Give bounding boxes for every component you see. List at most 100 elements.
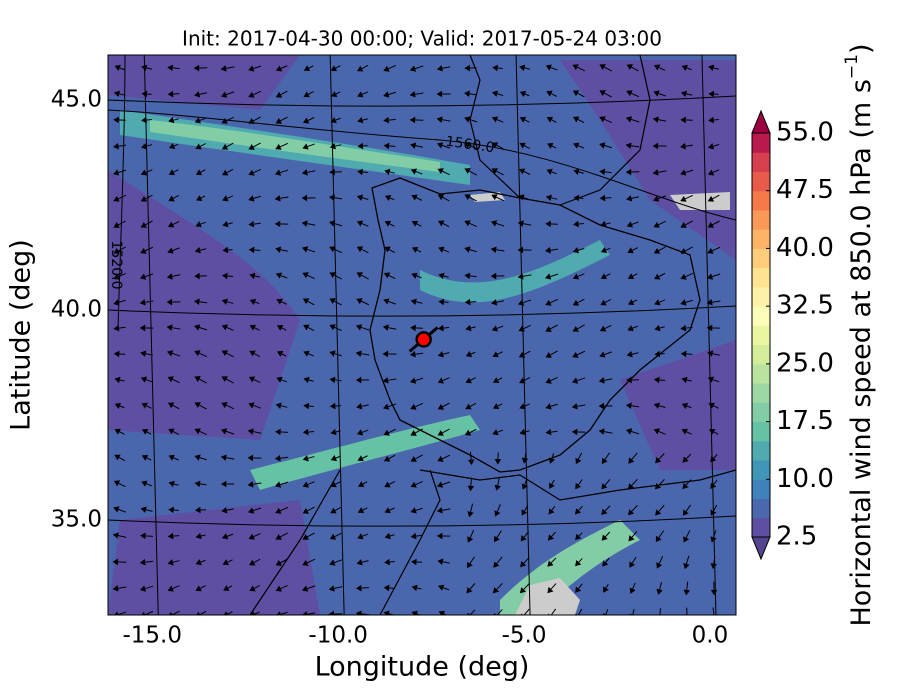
wind-arrow [301,246,316,253]
wind-arrow [600,220,611,228]
wind-arrow [547,557,557,567]
wind-arrow [114,454,126,462]
wind-arrow [652,116,667,123]
wind-arrow [652,142,667,150]
wind-arrow [653,90,666,97]
wind-arrow [438,220,450,228]
wind-arrow [113,90,126,98]
y-tick-label: 40.0 [51,297,102,323]
contour-label: 1520.0 [108,241,124,290]
wind-arrow [571,428,586,436]
point-marker [415,331,432,348]
wind-arrow [625,116,640,123]
wind-arrow [301,585,316,592]
wind-arrow [437,324,450,332]
wind-arrow [140,246,154,254]
wind-arrow [519,64,531,72]
wind-arrow [410,142,424,149]
wind-arrow [464,428,477,436]
wind-arrow [222,220,233,228]
wind-arrow [599,324,612,332]
wind-arrow [492,403,503,410]
wind-arrow [628,299,638,305]
wind-arrow [546,116,557,123]
wind-arrow [357,91,369,98]
wind-arrow [276,350,287,357]
wind-arrow [303,91,314,98]
wind-arrow [302,506,315,514]
wind-arrow [113,272,126,280]
wind-arrow [275,506,289,514]
wind-arrow [357,455,368,462]
wind-arrow [329,324,342,332]
wind-arrow [383,142,396,150]
wind-arrow [494,530,502,543]
wind-arrow [436,481,451,488]
wind-arrow [599,90,612,98]
wind-arrow [384,220,395,227]
wind-arrow [247,481,262,488]
wind-arrow [683,581,691,596]
wind-arrow [712,607,715,615]
colorbar-tick-label: 55.0 [776,118,834,148]
coastline [369,177,701,473]
wind-arrow [464,168,477,176]
wind-arrow [384,246,396,254]
wind-arrow [490,246,505,253]
wind-arrow [410,481,423,488]
wind-arrow [464,272,477,280]
wind-arrow [329,532,342,540]
wind-arrow [275,90,288,98]
wind-arrow [680,194,694,202]
colorbar-segment [752,248,770,269]
wind-arrow [494,478,501,491]
wind-arrow [194,454,207,461]
wind-arrow [626,376,639,384]
wind-arrow [383,64,397,72]
wind-arrow [546,90,558,97]
colorbar-segment [752,171,770,192]
wind-arrow [437,584,450,591]
wind-arrow [601,452,610,465]
wind-arrow [465,324,476,332]
colorbar-label: Horizontal wind speed at 850.0 hPa (m s−… [842,43,877,626]
wind-arrow [220,480,235,488]
wind-arrow [626,90,640,98]
wind-arrow [572,247,585,254]
wind-arrow [573,168,584,176]
wind-arrow [356,403,369,410]
wind-arrow [626,64,639,72]
colorbar-tick-label: 25.0 [776,348,834,378]
wind-arrow [492,64,503,72]
wind-arrow [547,143,557,149]
wind-arrow [519,583,530,594]
wind-arrow [438,610,448,615]
wind-arrow [221,142,234,150]
wind-arrow [274,454,289,462]
wind-arrow [411,584,422,592]
wind-arrow [248,116,261,124]
wind-arrow [409,377,424,384]
wind-arrow [167,64,180,72]
wind-arrow [410,454,423,462]
grid-line [107,95,737,107]
wind-arrow [329,246,343,254]
wind-arrow [221,533,234,540]
wind-arrow [600,246,611,254]
wind-arrow [275,558,288,566]
wind-arrow [383,116,396,124]
colorbar-segment [752,209,770,230]
wind-arrow [356,584,370,592]
wind-arrow [194,117,207,124]
wind-arrow [113,350,126,358]
wind-arrow [248,65,262,72]
wind-arrow [384,480,396,488]
wind-arrow [437,428,450,436]
wind-arrow [168,169,179,176]
field-band [420,240,610,303]
wind-arrow [467,477,475,492]
wind-arrow [329,559,343,566]
colorbar-segment [752,383,770,403]
wind-arrow [464,194,477,202]
